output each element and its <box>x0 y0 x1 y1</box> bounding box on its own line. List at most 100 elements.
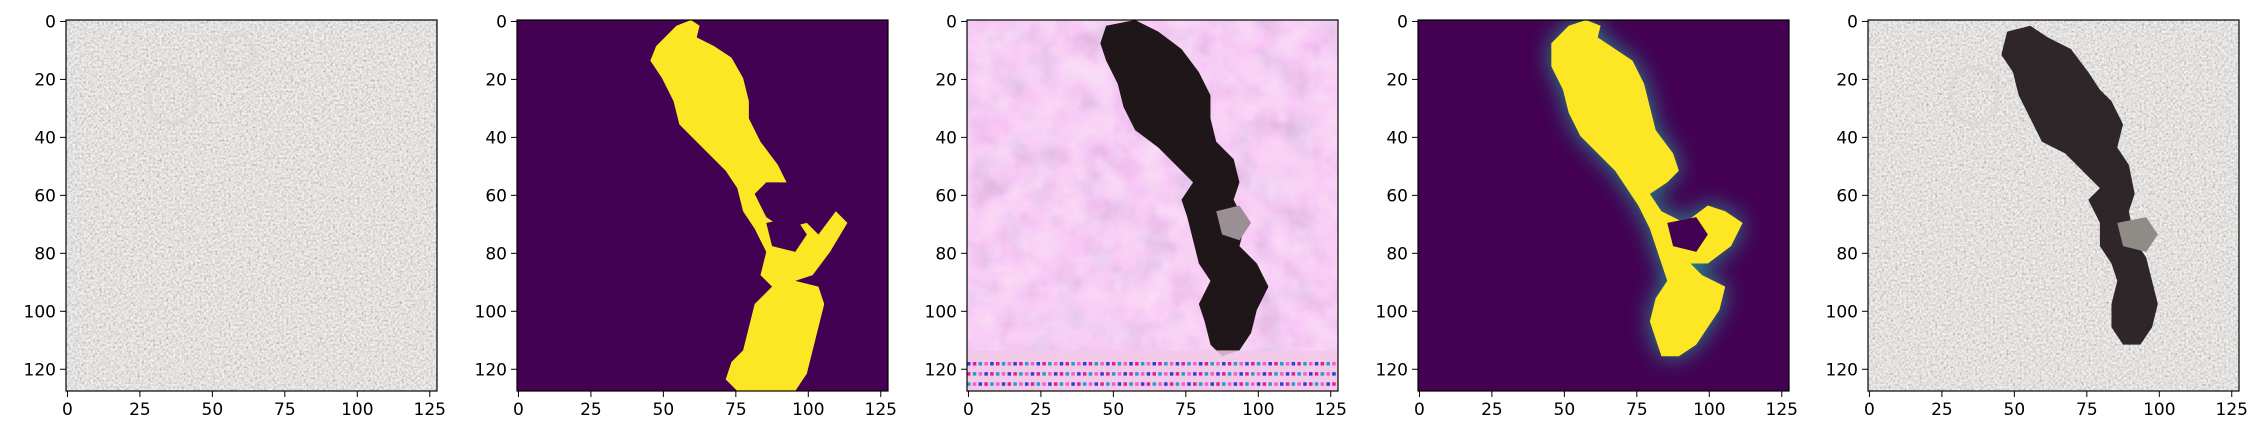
artifact-dot <box>1274 362 1278 366</box>
artifact-dot <box>1204 362 1209 366</box>
x-tick-label: 125 <box>1315 400 1347 420</box>
artifact-dot <box>1100 372 1104 376</box>
x-tick-label: 0 <box>513 400 524 420</box>
artifact-dot <box>1262 382 1267 386</box>
y-tick-label: 100 <box>24 302 56 322</box>
artifact-dot <box>1019 382 1023 386</box>
artifact-dot <box>972 372 977 376</box>
artifact-dot <box>1164 372 1168 376</box>
artifact-dot <box>1204 382 1209 386</box>
artifact-dot <box>995 372 1000 376</box>
artifact-dot <box>1187 372 1191 376</box>
y-tick-label: 120 <box>475 360 507 380</box>
x-tick-label: 50 <box>202 400 224 420</box>
y-tick-label: 60 <box>1386 186 1408 206</box>
artifact-dot <box>1123 382 1127 386</box>
artifact-dot <box>1245 362 1249 366</box>
artifact-dot <box>1332 382 1336 386</box>
artifact-dot <box>1117 362 1122 366</box>
artifact-dot <box>1129 362 1133 366</box>
artifact-dot <box>1111 382 1116 386</box>
y-tick-label: 60 <box>1836 186 1858 206</box>
artifact-dot <box>1036 382 1041 386</box>
artifact-dot <box>984 382 988 386</box>
artifact-dot <box>1216 362 1220 366</box>
artifact-dot <box>1094 382 1099 386</box>
y-tick-label: 40 <box>34 128 56 148</box>
artifact-dot <box>1088 372 1093 376</box>
y-tick-label: 100 <box>475 302 507 322</box>
artifact-dot <box>1019 362 1023 366</box>
artifact-dot <box>1187 362 1191 366</box>
artifact-dot <box>1129 382 1133 386</box>
artifact-dot <box>984 372 988 376</box>
y-tick-label: 0 <box>1397 12 1408 32</box>
panel-1-input-image: 0 25 50 75 100 125 0 20 40 60 80 100 120 <box>24 12 446 420</box>
x-tick-label: 125 <box>2216 400 2248 420</box>
artifact-dot <box>1239 372 1243 376</box>
artifact-dot <box>1175 372 1180 376</box>
artifact-dot <box>1071 362 1075 366</box>
artifact-dot <box>1309 382 1313 386</box>
artifact-dot <box>1262 372 1267 376</box>
x-tick-label: 50 <box>2004 400 2026 420</box>
artifact-dot <box>1280 372 1284 376</box>
y-tick-label: 80 <box>935 244 957 264</box>
artifact-dot <box>1123 362 1127 366</box>
x-tick-label: 75 <box>725 400 747 420</box>
artifact-dot <box>1320 382 1325 386</box>
artifact-dot <box>1268 362 1272 366</box>
x-tick-label: 100 <box>341 400 373 420</box>
artifact-dot <box>1135 362 1139 366</box>
artifact-dot <box>1326 382 1330 386</box>
mask-region <box>650 20 848 391</box>
y-tick-label: 60 <box>34 186 56 206</box>
artifact-dot <box>967 362 971 366</box>
artifact-dot <box>1326 372 1330 376</box>
artifact-dot <box>1013 362 1017 366</box>
artifact-dot <box>1239 382 1243 386</box>
x-tick-label: 25 <box>129 400 151 420</box>
y-tick-label: 60 <box>485 186 507 206</box>
artifact-dot <box>1216 372 1220 376</box>
artifact-dot <box>1233 382 1238 386</box>
artifact-dot <box>1169 362 1174 366</box>
artifact-dot <box>1135 382 1139 386</box>
artifact-dot <box>1001 362 1006 366</box>
artifact-dot <box>1187 382 1191 386</box>
artifact-dot <box>1227 372 1232 376</box>
artifact-dot <box>1117 372 1122 376</box>
artifact-dot <box>1077 362 1081 366</box>
x-tick-label: 50 <box>1554 400 1576 420</box>
artifact-dot <box>1216 382 1220 386</box>
panel-4-image <box>1418 20 1789 391</box>
artifact-dot <box>1181 382 1185 386</box>
y-tick-label: 80 <box>34 244 56 264</box>
artifact-dot <box>990 382 994 386</box>
artifact-dot <box>1320 362 1325 366</box>
artifact-dot <box>1094 362 1099 366</box>
x-tick-label: 100 <box>792 400 824 420</box>
artifact-dot <box>1088 362 1093 366</box>
artifact-dot <box>995 382 1000 386</box>
artifact-dot <box>1303 382 1307 386</box>
x-tick-label: 25 <box>1931 400 1953 420</box>
artifact-dot <box>1152 362 1156 366</box>
x-tick-label: 100 <box>1242 400 1274 420</box>
artifact-dot <box>1169 382 1174 386</box>
y-tick-label: 20 <box>34 70 56 90</box>
artifact-dot <box>1181 362 1185 366</box>
x-tick-label: 75 <box>1626 400 1648 420</box>
y-tick-label: 20 <box>935 70 957 90</box>
artifact-dot <box>1024 382 1029 386</box>
artifact-dot <box>1193 372 1197 376</box>
y-tick-label: 60 <box>935 186 957 206</box>
x-tick-label: 25 <box>1481 400 1503 420</box>
artifact-dot <box>967 372 971 376</box>
artifact-dot <box>1193 362 1197 366</box>
artifact-dot <box>1146 372 1151 376</box>
mask-hole <box>1667 217 1708 252</box>
artifact-dot <box>1100 362 1104 366</box>
artifact-dot <box>1274 382 1278 386</box>
artifact-dot <box>1256 372 1261 376</box>
